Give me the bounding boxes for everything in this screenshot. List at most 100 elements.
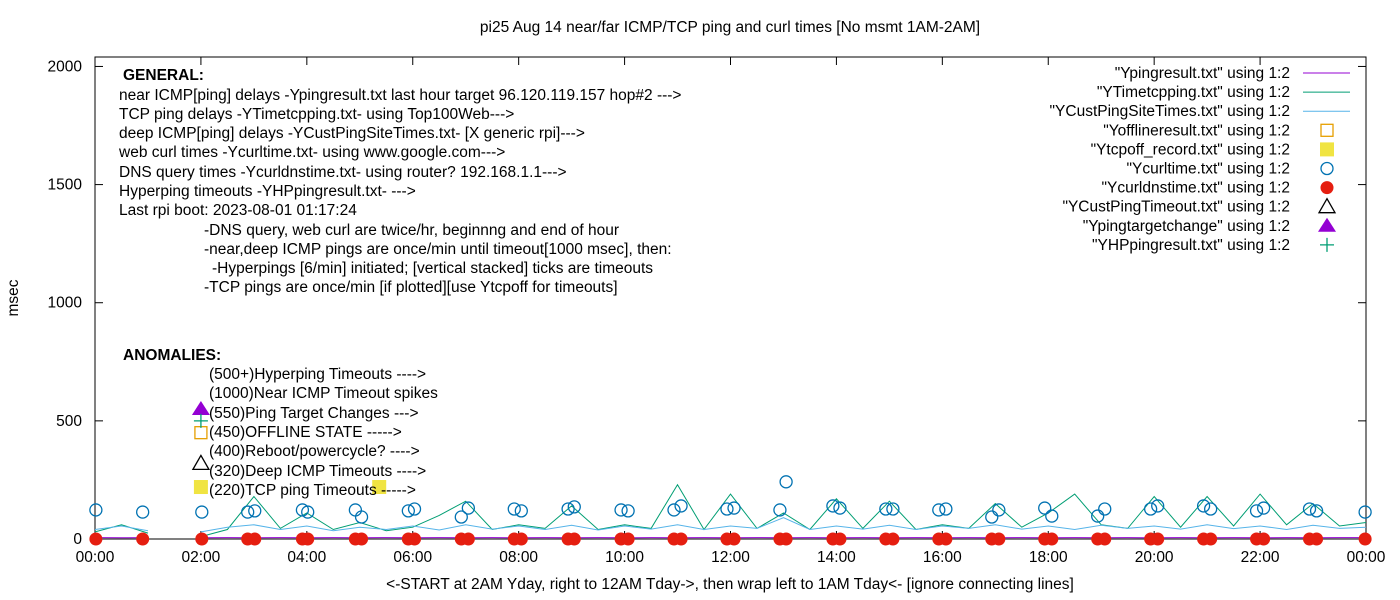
data-point <box>1038 501 1052 515</box>
x-tick-label: 10:00 <box>605 549 644 566</box>
data-point <box>1045 532 1059 546</box>
y-tick-label: 1500 <box>48 177 83 194</box>
data-point <box>727 532 741 546</box>
note-line: -TCP pings are once/min [if plotted][use… <box>204 279 618 296</box>
data-point <box>1204 532 1218 546</box>
series-line <box>94 517 1367 533</box>
data-point <box>567 532 581 546</box>
legend-label: "Ytcpoff_record.txt" using 1:2 <box>1091 141 1290 158</box>
data-point <box>932 503 946 517</box>
x-tick-label: 02:00 <box>182 549 221 566</box>
x-tick-label: 04:00 <box>287 549 326 566</box>
series-5 <box>89 475 1372 524</box>
legend-swatch <box>1320 181 1334 195</box>
x-tick-label: 16:00 <box>923 549 962 566</box>
legend-label: "YCustPingSiteTimes.txt" using 1:2 <box>1050 103 1290 120</box>
data-point <box>1302 502 1317 516</box>
data-point <box>193 413 208 428</box>
legend-swatch <box>1318 217 1336 232</box>
data-point <box>301 505 315 519</box>
series-3 <box>194 426 208 440</box>
x-tick-label: 12:00 <box>711 549 750 566</box>
legend-swatch <box>1320 161 1334 176</box>
data-point <box>407 502 422 516</box>
legend-swatch <box>1320 237 1334 252</box>
data-point <box>355 532 369 546</box>
data-point <box>89 532 103 546</box>
data-point <box>401 504 415 518</box>
data-point <box>886 502 900 516</box>
data-point <box>614 503 628 517</box>
data-point <box>1310 532 1324 546</box>
data-point <box>348 503 363 517</box>
data-point <box>461 532 475 546</box>
data-point <box>136 532 150 546</box>
legend-label: "YCustPingTimeout.txt" using 1:2 <box>1062 199 1290 216</box>
data-point <box>727 501 741 515</box>
series-1 <box>94 483 1367 538</box>
data-point <box>779 532 793 546</box>
anomaly-line: (400)Reboot/powercycle? ----> <box>209 443 420 460</box>
general-line: near ICMP[ping] delays -Ypingresult.txt … <box>119 87 682 104</box>
data-point <box>195 505 209 519</box>
general-line: DNS query times -Ycurldnstime.txt- using… <box>119 164 567 181</box>
data-point <box>1358 505 1372 519</box>
anomaly-line: (1000)Near ICMP Timeout spikes <box>209 385 438 402</box>
x-tick-label: 08:00 <box>499 549 538 566</box>
data-point <box>1257 532 1271 546</box>
series-6 <box>89 532 1372 546</box>
data-point <box>248 504 262 518</box>
x-tick-label: 06:00 <box>393 549 432 566</box>
data-point <box>773 503 787 517</box>
series-9 <box>193 413 208 428</box>
data-point <box>514 504 528 518</box>
data-point <box>1358 532 1372 546</box>
legend-label: "Ypingresult.txt" using 1:2 <box>1115 65 1290 82</box>
general-line: Last rpi boot: 2023-08-01 01:17:24 <box>119 202 357 219</box>
anomalies-annotation: ANOMALIES: (500+)Hyperping Timeouts ----… <box>123 347 438 499</box>
data-point <box>1249 504 1264 518</box>
x-axis-label: <-START at 2AM Yday, right to 12AM Tday-… <box>386 576 1074 593</box>
data-point <box>1045 509 1059 523</box>
data-point <box>136 505 150 519</box>
y-tick-label: 500 <box>56 413 82 430</box>
data-point <box>826 499 840 513</box>
data-point <box>667 503 681 517</box>
general-line: deep ICMP[ping] delays -YCustPingSiteTim… <box>119 125 585 142</box>
series-line <box>94 483 1367 538</box>
data-point <box>454 510 468 524</box>
anomaly-line: (550)Ping Target Changes ---> <box>209 405 419 422</box>
legend-swatch <box>1317 197 1337 214</box>
note-line: -near,deep ICMP pings are once/min until… <box>204 241 672 258</box>
series-4 <box>193 480 387 495</box>
data-point <box>985 510 999 524</box>
legend-label: "Ycurldnstime.txt" using 1:2 <box>1102 180 1290 197</box>
data-point <box>939 502 953 516</box>
data-point <box>408 532 422 546</box>
y-axis-label: msec <box>5 279 22 316</box>
data-point <box>372 480 387 495</box>
legend-swatch <box>1320 142 1334 157</box>
legend-label: "YTimetcpping.txt" using 1:2 <box>1097 84 1290 101</box>
anomaly-line: (320)Deep ICMP Timeouts ----> <box>209 463 426 480</box>
series-7 <box>191 454 211 471</box>
data-point <box>1256 501 1271 515</box>
legend-label: "Yofflineresult.txt" using 1:2 <box>1103 122 1290 139</box>
data-point <box>1204 502 1218 516</box>
data-point <box>193 480 208 495</box>
data-point <box>194 426 208 440</box>
data-point <box>1196 499 1211 513</box>
data-point <box>833 501 847 515</box>
data-point <box>992 532 1006 546</box>
chart-title: pi25 Aug 14 near/far ICMP/TCP ping and c… <box>480 19 980 36</box>
anomaly-line: (500+)Hyperping Timeouts ----> <box>209 366 426 383</box>
data-point <box>939 532 953 546</box>
data-point <box>1091 509 1105 523</box>
data-point <box>567 500 581 514</box>
data-point <box>241 505 255 519</box>
series-8 <box>191 401 210 416</box>
legend-label: "YHPpingresult.txt" using 1:2 <box>1092 237 1290 254</box>
data-point <box>1151 499 1165 513</box>
general-line: TCP ping delays -YTimetcpping.txt- using… <box>119 106 514 123</box>
